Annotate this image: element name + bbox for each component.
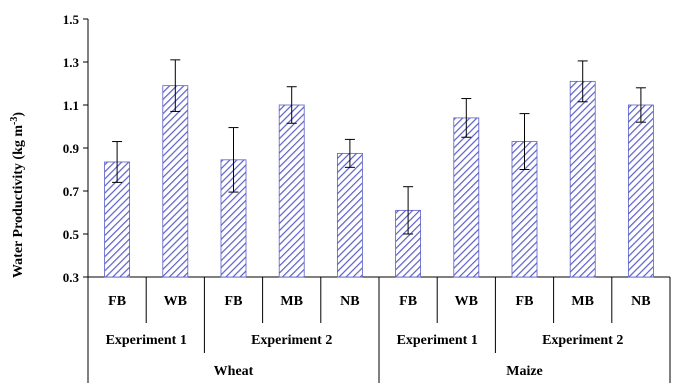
category-label-9: NB — [631, 294, 650, 309]
bar-3 — [278, 104, 305, 278]
category-label-3: MB — [280, 294, 303, 309]
error-bar-1 — [170, 59, 181, 112]
y-axis-label-superscript: -3 — [9, 117, 20, 125]
y-tick-label-1: 0.5 — [63, 227, 80, 242]
y-tick-label-0: 0.3 — [63, 270, 80, 285]
error-bars — [112, 59, 646, 235]
bar-4 — [336, 152, 363, 278]
category-table: FB WB FB MB NB FB WB FB MB NB Experiment 1 Experime… — [87, 277, 671, 383]
category-label-8: MB — [571, 294, 594, 309]
error-bar-0 — [112, 141, 123, 183]
category-label-7: FB — [516, 294, 534, 309]
category-label-1: WB — [164, 294, 187, 309]
error-bar-3 — [286, 86, 297, 124]
bar-9 — [627, 104, 654, 278]
category-label-4: NB — [340, 294, 359, 309]
group-label-2: Experiment 1 — [397, 333, 478, 348]
category-label-0: FB — [108, 294, 126, 309]
category-label-5: FB — [399, 294, 417, 309]
y-tick-label-6: 1.5 — [63, 12, 80, 27]
error-bar-2 — [228, 127, 239, 193]
bar-1 — [162, 85, 189, 278]
bar-6 — [453, 117, 480, 278]
error-bar-6 — [461, 98, 472, 138]
group-label-0: Experiment 1 — [106, 333, 187, 348]
group-label-3: Experiment 2 — [542, 333, 623, 348]
error-bar-8 — [577, 60, 588, 103]
bars — [104, 80, 654, 278]
error-bar-5 — [403, 186, 414, 235]
y-tick-label-5: 1.3 — [63, 55, 80, 70]
group-label-1: Experiment 2 — [251, 333, 332, 348]
error-bar-7 — [519, 113, 530, 170]
bar-8 — [569, 80, 596, 278]
category-label-6: WB — [455, 294, 478, 309]
crop-label-0: Wheat — [214, 364, 254, 379]
category-label-2: FB — [225, 294, 243, 309]
crop-label-1: Maize — [506, 364, 543, 379]
y-axis-label: Water Productivity (kg m-3) — [9, 112, 27, 278]
y-tick-label-2: 0.7 — [63, 184, 80, 199]
y-tick-label-3: 0.9 — [63, 141, 80, 156]
error-bar-4 — [344, 138, 355, 168]
error-bar-9 — [635, 87, 646, 123]
y-tick-label-4: 1.1 — [63, 98, 79, 113]
